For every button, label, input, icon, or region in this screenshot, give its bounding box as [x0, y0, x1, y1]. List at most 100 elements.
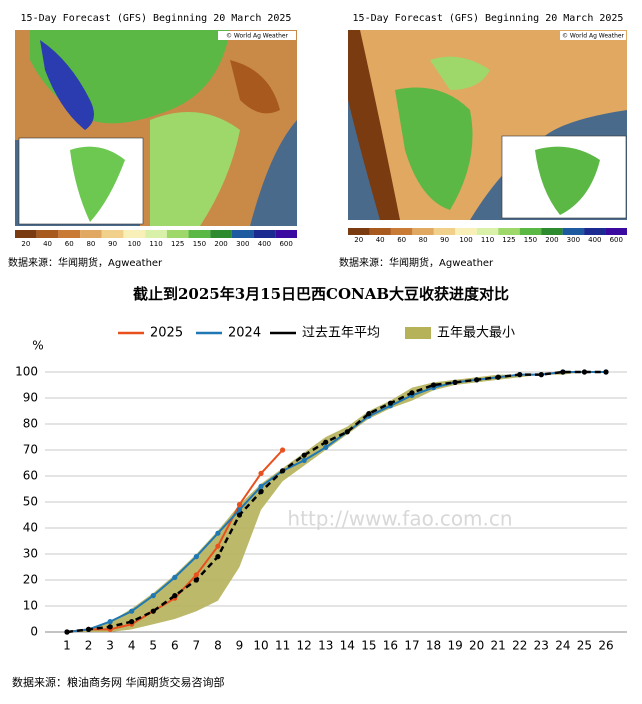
colorbar-label: 125: [171, 240, 184, 248]
colorbar-swatch: [541, 228, 563, 235]
series-marker: [344, 429, 350, 435]
series-marker: [258, 489, 264, 495]
colorbar-label: 60: [65, 240, 74, 248]
legend-swatch: [405, 327, 431, 339]
series-marker: [172, 574, 178, 581]
colorbar-label: 150: [524, 236, 537, 244]
colorbar-label: 200: [545, 236, 558, 244]
colorbar-label: 40: [376, 236, 385, 244]
source: 数据来源：粮油商务网 华闻期货交易咨询部: [12, 675, 225, 689]
colorbar-swatch: [348, 228, 370, 235]
colorbar-label: 80: [419, 236, 428, 244]
series-marker: [236, 507, 243, 513]
series-marker: [258, 470, 264, 476]
x-tick-label: 7: [193, 639, 201, 653]
x-tick-label: 3: [106, 639, 114, 653]
series-marker: [215, 543, 221, 549]
colorbar-label: 400: [588, 236, 601, 244]
x-tick-label: 13: [318, 639, 333, 653]
watermark: http://www.fao.com.cn: [287, 507, 512, 531]
y-tick-label: 60: [23, 469, 38, 483]
x-tick-label: 12: [297, 639, 312, 653]
colorbar-swatch: [36, 230, 59, 238]
x-tick-label: 21: [491, 639, 506, 653]
colorbar-label: 600: [279, 240, 292, 248]
series-marker: [452, 379, 458, 385]
colorbar-swatch: [562, 228, 585, 235]
x-tick-label: 22: [512, 639, 527, 653]
colorbar-swatch: [58, 230, 81, 238]
colorbar-swatch: [210, 230, 232, 238]
series-marker: [430, 382, 437, 388]
series-marker: [280, 447, 286, 453]
series-marker: [236, 512, 243, 518]
colorbar-swatch: [145, 230, 167, 238]
series-marker: [150, 593, 156, 599]
colorbar-label: 400: [258, 240, 271, 248]
y-tick-label: 10: [23, 599, 38, 613]
legend-label: 2025: [150, 326, 183, 341]
x-tick-label: 5: [149, 639, 157, 653]
series-marker: [172, 593, 178, 599]
chart-title: 截止到2025年3月15日巴西CONAB大豆收获进度对比: [133, 285, 509, 303]
series-marker: [517, 372, 523, 378]
series-marker: [150, 608, 156, 614]
series-marker: [323, 444, 329, 450]
y-tick-label: 50: [23, 495, 38, 509]
x-tick-label: 19: [447, 639, 462, 653]
colorbar-swatch: [253, 230, 276, 238]
colorbar-label: 200: [214, 240, 227, 248]
map-credit: © World Ag Weather: [562, 33, 625, 40]
colorbar-label: 20: [354, 236, 363, 244]
series-marker: [107, 624, 113, 630]
series-marker: [215, 554, 221, 560]
colorbar-label: 20: [21, 240, 30, 248]
y-unit: %: [32, 339, 43, 353]
colorbar-swatch: [476, 228, 499, 235]
map-title: 15-Day Forecast (GFS) Beginning 20 March…: [353, 13, 624, 24]
series-marker: [129, 619, 135, 625]
map-caption: 数据来源：华闻期货，Agweather: [8, 256, 163, 269]
x-tick-label: 18: [426, 639, 441, 653]
y-tick-label: 90: [23, 391, 38, 405]
map-right: 15-Day Forecast (GFS) Beginning 20 March…: [339, 13, 627, 269]
series-marker: [129, 608, 135, 614]
x-tick-label: 16: [383, 639, 398, 653]
series-marker: [64, 629, 70, 635]
x-tick-label: 17: [404, 639, 419, 653]
colorbar-label: 80: [86, 240, 95, 248]
colorbar-swatch: [584, 228, 606, 235]
colorbar-swatch: [275, 230, 297, 238]
series-marker: [236, 502, 243, 508]
y-tick-label: 70: [23, 443, 38, 457]
x-tick-label: 9: [236, 639, 244, 653]
colorbar-label: 600: [610, 236, 623, 244]
colorbar-label: 100: [128, 240, 141, 248]
colorbar-label: 110: [481, 236, 494, 244]
series-marker: [603, 369, 609, 375]
legend-label: 2024: [228, 326, 261, 341]
colorbar-label: 90: [440, 236, 449, 244]
series-marker: [366, 411, 372, 417]
colorbar-label: 300: [236, 240, 249, 248]
colorbar-label: 100: [459, 236, 472, 244]
x-tick-label: 10: [253, 639, 268, 653]
series-marker: [193, 554, 199, 560]
series-marker: [193, 577, 199, 583]
series-marker: [258, 483, 264, 489]
colorbar-swatch: [433, 228, 456, 235]
x-tick-label: 20: [469, 639, 484, 653]
y-tick-label: 30: [23, 547, 38, 561]
colorbar-swatch: [166, 230, 189, 238]
colorbar-label: 300: [567, 236, 580, 244]
x-tick-label: 26: [598, 639, 613, 653]
colorbar-swatch: [519, 228, 542, 235]
x-tick-label: 14: [340, 639, 355, 653]
series-marker: [474, 377, 480, 383]
colorbar-swatch: [15, 230, 37, 238]
series-marker: [560, 369, 566, 375]
y-tick-label: 20: [23, 573, 38, 587]
series-marker: [409, 390, 415, 396]
colorbar-swatch: [390, 228, 413, 235]
y-tick-label: 80: [23, 417, 38, 431]
